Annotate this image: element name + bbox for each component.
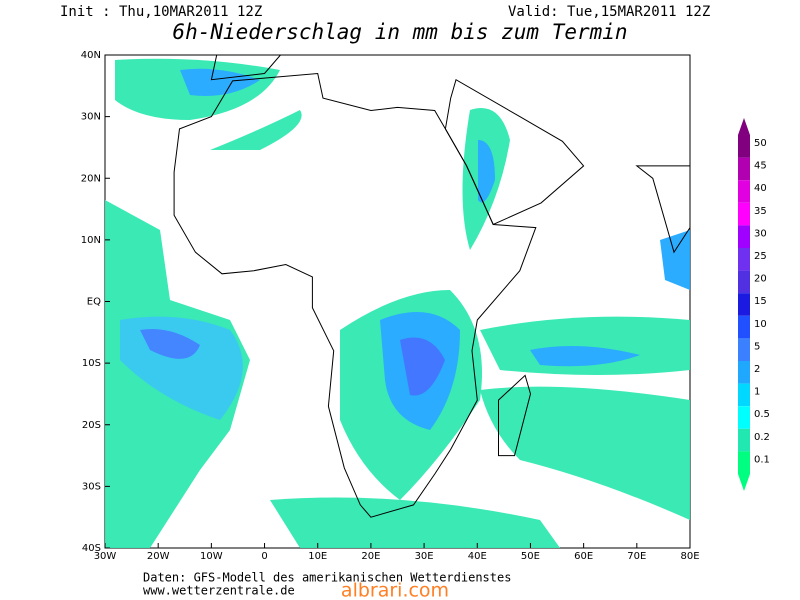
legend-swatch	[738, 338, 750, 361]
legend-label: 0.5	[754, 409, 770, 420]
lat-label: 30N	[81, 112, 101, 123]
legend-label: 45	[754, 161, 767, 172]
legend-swatch	[738, 225, 750, 248]
legend-label: 10	[754, 319, 767, 330]
iberia-coast	[210, 54, 282, 81]
legend-swatch	[738, 135, 750, 158]
legend-swatch	[738, 361, 750, 384]
madagascar-coast	[498, 374, 532, 457]
legend-label: 50	[754, 138, 767, 149]
footer-url: www.wetterzentrale.de	[143, 584, 295, 598]
legend-swatch	[738, 383, 750, 407]
legend-label: 15	[754, 296, 767, 307]
legend-label: 30	[754, 228, 767, 239]
lon-label: 0	[261, 551, 267, 562]
africa-coast	[173, 72, 537, 518]
lon-label: 50E	[521, 551, 540, 562]
lon-label: 30W	[94, 551, 117, 562]
footer-source: Daten: GFS-Modell des amerikanischen Wet…	[143, 571, 511, 585]
lat-label: EQ	[87, 297, 101, 308]
legend: 50 45 40 35 30 25 20 15 10 5 2 1 0.5 0.2 0.1	[738, 118, 770, 491]
legend-label: 40	[754, 183, 767, 194]
watermark: albrari.com	[341, 580, 449, 600]
legend-label: 25	[754, 251, 767, 262]
lat-label: 10N	[81, 235, 101, 246]
lon-label: 20E	[361, 551, 380, 562]
india-coast	[635, 165, 691, 254]
lon-label: 10W	[200, 551, 223, 562]
legend-swatch	[738, 180, 750, 203]
legend-swatch	[738, 315, 750, 339]
legend-label: 2	[754, 364, 760, 375]
legend-swatch	[738, 157, 750, 181]
legend-swatch	[738, 451, 750, 474]
lon-label: 70E	[627, 551, 646, 562]
map-title: 6h-Niederschlag in mm bis zum Termin	[172, 20, 627, 44]
lon-label: 10E	[308, 551, 327, 562]
precipitation	[105, 58, 690, 548]
lon-label: 30E	[415, 551, 434, 562]
legend-swatch	[738, 248, 750, 271]
coastlines	[173, 54, 691, 518]
legend-swatch	[738, 406, 750, 429]
lat-label: 10S	[82, 358, 101, 369]
lon-label: 40E	[468, 551, 487, 562]
legend-swatch	[738, 428, 750, 452]
legend-label: 0.1	[754, 454, 770, 465]
lat-label: 40N	[81, 50, 101, 61]
lat-label: 40S	[82, 543, 101, 554]
legend-label: 1	[754, 387, 760, 398]
valid-time: Valid: Tue,15MAR2011 12Z	[508, 4, 710, 20]
legend-label: 0.2	[754, 432, 770, 443]
legend-arrow	[738, 474, 750, 491]
legend-swatch	[738, 293, 750, 316]
lon-label: 20W	[147, 551, 170, 562]
lat-label: 30S	[82, 481, 101, 492]
arabia-coast	[444, 78, 585, 226]
lon-label: 80E	[680, 551, 699, 562]
legend-label: 5	[754, 341, 760, 352]
lat-label: 20S	[82, 420, 101, 431]
legend-swatch	[738, 270, 750, 294]
lon-label: 60E	[574, 551, 593, 562]
legend-label: 20	[754, 274, 767, 285]
legend-arrow	[738, 118, 750, 135]
lat-label: 20N	[81, 173, 101, 184]
init-time: Init : Thu,10MAR2011 12Z	[60, 4, 262, 20]
legend-label: 35	[754, 206, 767, 217]
legend-swatch	[738, 202, 750, 226]
